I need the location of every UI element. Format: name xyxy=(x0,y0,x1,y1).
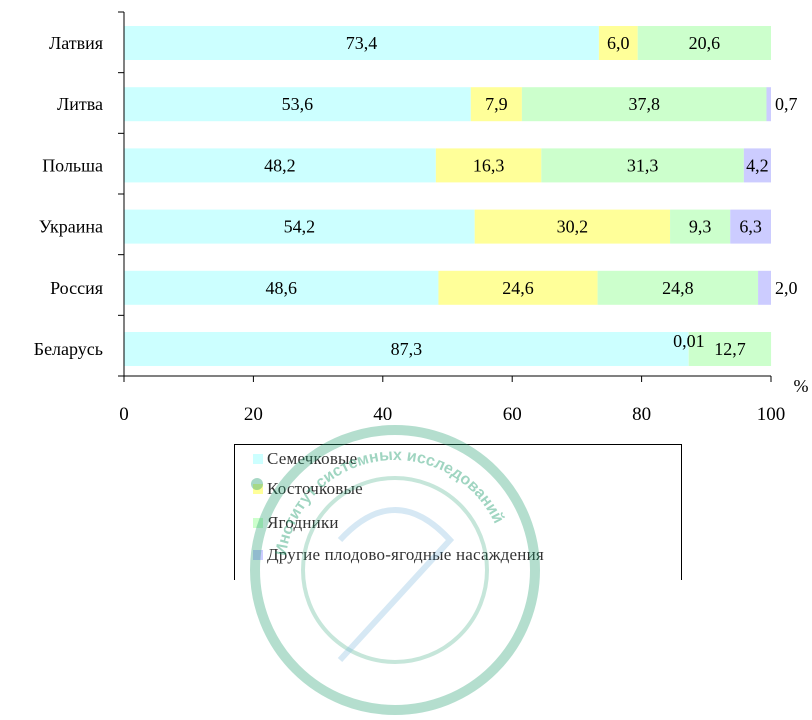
stacked-bar-chart: 73,4 6,0 20,6 53,6 7,9 37,8 0,7 48,2 16,3 31,3 4,2… xyxy=(34,11,809,425)
data-label-3-3: 6,3 xyxy=(739,217,762,237)
legend-label-drugie: Другие плодово-ягодные насаждения xyxy=(267,545,544,564)
bar-segment-2-2 xyxy=(541,148,744,183)
bar-segment-4-3 xyxy=(758,270,771,305)
data-label-0-1: 6,0 xyxy=(607,33,630,53)
x-tick-label-4: 80 xyxy=(632,404,651,425)
legend-item-kostochkovye: Косточковые xyxy=(253,475,363,503)
legend-swatch-kostochkovye xyxy=(253,484,263,494)
category-label-3: Украина xyxy=(39,217,103,237)
data-label-4-3: 2,0 xyxy=(775,278,798,298)
bar-segment-3-1 xyxy=(474,209,671,244)
bar-segment-5-0 xyxy=(124,332,689,366)
data-label-4-0: 48,6 xyxy=(265,278,297,298)
category-label-4: Россия xyxy=(50,278,103,298)
data-label-1-2: 37,8 xyxy=(628,94,660,114)
legend-item-drugie: Другие плодово-ягодные насаждения xyxy=(253,541,544,569)
category-label-1: Литва xyxy=(57,94,103,114)
bar-segment-4-1 xyxy=(438,270,598,305)
bar-segment-1-0 xyxy=(124,87,471,122)
bar-segment-5-2 xyxy=(688,332,772,366)
data-label-0-2: 20,6 xyxy=(689,33,721,53)
bar-segment-2-3 xyxy=(743,148,771,183)
data-label-2-0: 48,2 xyxy=(264,155,296,175)
x-tick-label-5: 100 xyxy=(757,404,786,425)
data-label-2-1: 16,3 xyxy=(473,155,505,175)
legend-item-semechkovye: Семечковые xyxy=(253,445,357,473)
data-label-1-1: 7,9 xyxy=(485,94,508,114)
data-label-1-0: 53,6 xyxy=(282,94,314,114)
bar-segment-3-2 xyxy=(670,209,731,244)
bar-segment-4-2 xyxy=(597,270,759,305)
bar-segment-3-0 xyxy=(124,209,475,244)
x-tick-label-0: 0 xyxy=(119,404,129,425)
data-label-5-2: 12,7 xyxy=(714,339,746,359)
data-label-5-0: 87,3 xyxy=(391,339,423,359)
bar-segment-4-0 xyxy=(124,270,439,305)
x-tick-label-2: 40 xyxy=(373,404,392,425)
bar-segment-1-2 xyxy=(521,87,767,122)
axes-group: Латвия Литва Польша Украина Россия Беларусь 0 2… xyxy=(34,11,809,425)
legend-label-kostochkovye: Косточковые xyxy=(267,479,363,498)
legend-swatch-semechkovye xyxy=(253,454,263,464)
data-label-4-1: 24,6 xyxy=(502,278,534,298)
data-label-5-1: 0,01 xyxy=(673,331,705,351)
bar-segment-2-1 xyxy=(435,148,542,183)
data-label-1-3: 0,7 xyxy=(775,94,798,114)
data-label-0-0: 73,4 xyxy=(346,33,378,53)
bar-segment-1-1 xyxy=(470,87,522,122)
data-labels-group: 73,4 6,0 20,6 53,6 7,9 37,8 0,7 48,2 16,3 31,3 4,2… xyxy=(264,33,797,359)
x-unit-label: % xyxy=(794,376,809,396)
data-label-2-3: 4,2 xyxy=(746,155,769,175)
category-label-2: Польша xyxy=(42,155,103,175)
bar-segment-0-1 xyxy=(598,26,638,60)
data-label-3-2: 9,3 xyxy=(689,217,712,237)
bar-segment-3-3 xyxy=(730,209,771,244)
legend-label-semechkovye: Семечковые xyxy=(267,449,358,468)
x-tick-label-3: 60 xyxy=(503,404,522,425)
bars-group xyxy=(124,26,772,366)
category-label-5: Беларусь xyxy=(34,339,103,359)
x-tick-label-1: 20 xyxy=(244,404,263,425)
data-label-2-2: 31,3 xyxy=(627,155,659,175)
legend-swatch-yagodniki xyxy=(253,518,263,528)
data-label-3-0: 54,2 xyxy=(284,217,316,237)
legend-swatch-drugie xyxy=(253,550,263,560)
data-label-4-2: 24,8 xyxy=(662,278,694,298)
bar-segment-1-3 xyxy=(766,87,771,122)
bar-segment-2-0 xyxy=(124,148,436,183)
bar-segment-0-2 xyxy=(637,26,771,60)
legend: Семечковые Косточковые Ягодники Другие п… xyxy=(234,444,682,580)
category-label-0: Латвия xyxy=(49,33,103,53)
bar-segment-0-0 xyxy=(124,26,599,60)
legend-label-yagodniki: Ягодники xyxy=(267,513,339,532)
data-label-3-1: 30,2 xyxy=(557,217,589,237)
legend-item-yagodniki: Ягодники xyxy=(253,509,339,537)
